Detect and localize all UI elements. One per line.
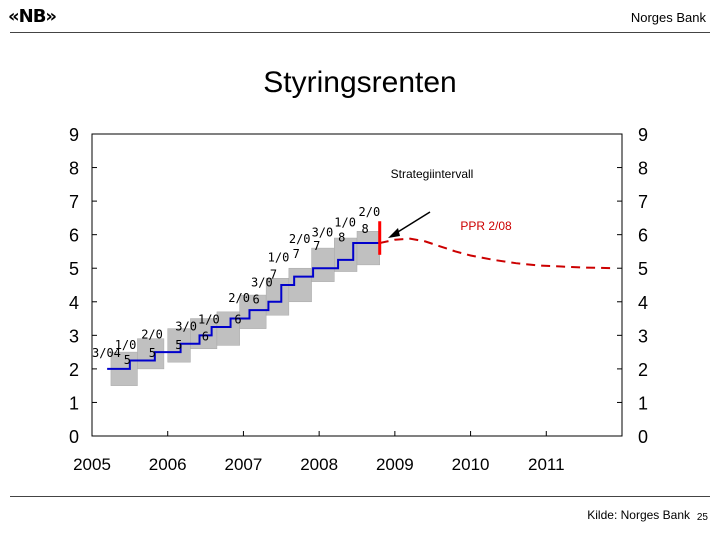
report-label-4: 5 [149, 346, 156, 360]
y-tick-label-left-4: 4 [69, 293, 79, 313]
strategy-interval-box-10 [356, 231, 380, 266]
report-label-19: 1/0 [334, 215, 356, 229]
report-label-21: 2/0 [359, 205, 381, 219]
report-label-10: 6 [234, 313, 241, 327]
footer-divider [10, 496, 710, 497]
header-divider [10, 32, 710, 33]
strategy-interval-box-1 [137, 338, 165, 370]
y-tick-label-left-2: 2 [69, 360, 79, 380]
report-label-0: 3/04 [92, 346, 121, 360]
y-tick-label-left-3: 3 [69, 326, 79, 346]
report-label-12: 6 [253, 292, 260, 306]
y-tick-label-right-8: 8 [638, 159, 648, 179]
report-label-7: 1/0 [198, 313, 220, 327]
report-label-6: 5 [175, 338, 182, 352]
x-tick-label-2007: 2007 [225, 455, 263, 474]
x-tick-label-2008: 2008 [300, 455, 338, 474]
report-label-2: 1/0 [115, 338, 137, 352]
y-tick-label-left-8: 8 [69, 159, 79, 179]
y-tick-label-left-0: 0 [69, 427, 79, 447]
strategy-interval-box-8 [311, 247, 335, 282]
plot-frame [91, 133, 623, 437]
brand-name: Norges Bank [630, 10, 706, 25]
y-tick-label-right-5: 5 [638, 259, 648, 279]
slide-title: Styringsrenten [263, 66, 457, 99]
y-tick-label-left-9: 9 [69, 125, 79, 145]
interval-arrow-head [388, 228, 400, 238]
x-tick-label-2006: 2006 [149, 455, 187, 474]
y-tick-label-left-7: 7 [69, 192, 79, 212]
x-tick-label-2005: 2005 [73, 455, 111, 474]
y-tick-label-right-4: 4 [638, 293, 648, 313]
y-tick-label-right-1: 1 [638, 393, 648, 413]
strategy-interval-box-5 [239, 294, 267, 329]
page-number: 25 [696, 512, 708, 523]
policy-rate-line [107, 242, 380, 370]
report-label-1: 5 [124, 353, 131, 367]
y-tick-label-right-0: 0 [638, 427, 648, 447]
report-label-13: 1/0 [268, 251, 290, 265]
y-tick-label-left-6: 6 [69, 226, 79, 246]
y-tick-label-right-7: 7 [638, 192, 648, 212]
x-tick-label-2009: 2009 [376, 455, 414, 474]
y-tick-label-right-2: 2 [638, 360, 648, 380]
report-label-20: 8 [338, 230, 345, 244]
x-tick-label-2010: 2010 [452, 455, 490, 474]
report-label-3: 2/0 [141, 328, 163, 342]
report-label-22: 8 [362, 222, 369, 236]
report-label-9: 2/0 [228, 291, 250, 305]
y-tick-label-right-9: 9 [638, 125, 648, 145]
x-tick-label-2011: 2011 [528, 455, 565, 474]
report-label-16: 7 [293, 247, 300, 261]
report-label-5: 3/0 [175, 319, 197, 333]
source-note: Kilde: Norges Bank [587, 508, 690, 522]
interval-annotation: Strategiintervall [391, 167, 474, 181]
y-tick-label-left-5: 5 [69, 259, 79, 279]
norges-bank-logo: «NB» [8, 6, 57, 27]
forecast-line [379, 237, 615, 270]
y-tick-label-left-1: 1 [69, 393, 79, 413]
report-label-14: 7 [270, 267, 277, 281]
report-label-15: 2/0 [289, 232, 311, 246]
report-label-17: 3/0 [312, 225, 334, 239]
report-label-8: 6 [202, 329, 209, 343]
interval-arrow-shaft [392, 211, 431, 236]
report-label-11: 3/0 [251, 276, 273, 290]
y-tick-label-right-3: 3 [638, 326, 648, 346]
forecast-annotation: PPR 2/08 [460, 219, 512, 233]
y-tick-label-right-6: 6 [638, 226, 648, 246]
report-label-18: 7 [313, 239, 320, 253]
